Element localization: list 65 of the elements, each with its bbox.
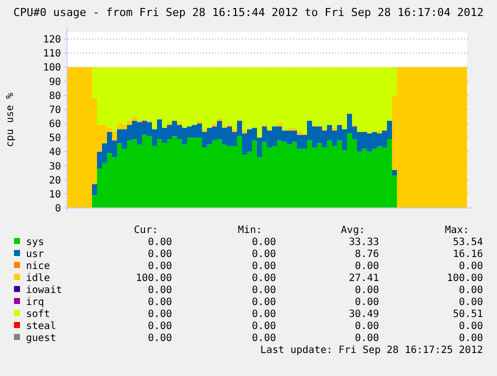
text: 0.00 (252, 273, 276, 284)
text: 0.00 (252, 309, 276, 320)
legend-label: irq (26, 297, 44, 308)
y-tick-label: 70 (48, 104, 61, 116)
text: 8.76 (354, 249, 379, 260)
text: 33.33 (348, 237, 379, 248)
legend-label: sys (26, 237, 44, 248)
y-axis-title: cpu use % (5, 92, 16, 148)
y-tick-label: 110 (42, 48, 61, 60)
text: 0.00 (252, 237, 276, 248)
text: Avg: (340, 225, 365, 236)
text: 0.00 (148, 321, 172, 332)
legend-label: guest (26, 333, 56, 344)
text: 0.00 (252, 333, 276, 344)
text: 27.41 (348, 273, 379, 284)
y-tick-label: 120 (42, 34, 61, 46)
text: 0.00 (354, 321, 379, 332)
text: 0.00 (252, 321, 276, 332)
text: 0.00 (458, 321, 483, 332)
text: 0.00 (252, 261, 276, 272)
text: 100.00 (446, 273, 483, 284)
y-tick-label: 50 (48, 133, 61, 144)
text: 0.00 (458, 261, 483, 272)
y-tick-label: 80 (48, 90, 61, 102)
text: 0.00 (148, 249, 172, 260)
text: Min: (238, 225, 262, 236)
text: 0.00 (148, 285, 172, 296)
legend-label: nice (26, 261, 50, 272)
text: 0.00 (458, 285, 483, 296)
text: 0.00 (148, 309, 172, 320)
y-tick-label: 100 (42, 62, 61, 74)
text: 0.00 (252, 285, 276, 296)
text: 0.00 (458, 297, 483, 308)
y-tick-label: 60 (48, 119, 61, 130)
text: 50.51 (452, 309, 483, 320)
text: 0.00 (252, 249, 276, 260)
y-tick-label: 30 (48, 161, 61, 172)
text: 0.00 (354, 285, 379, 296)
text: 0.00 (354, 333, 379, 344)
y-tick-label: 10 (48, 189, 61, 200)
text: 0.00 (148, 297, 172, 308)
y-tick-label: 40 (48, 147, 61, 158)
text: 100.00 (136, 273, 172, 284)
text: 16.16 (452, 249, 483, 260)
legend-label: soft (26, 309, 50, 320)
text: Cur: (134, 225, 158, 236)
text: Max: (444, 225, 469, 236)
text: 0.00 (354, 261, 379, 272)
legend-label: usr (26, 249, 44, 260)
legend-label: steal (26, 321, 56, 332)
legend-label: idle (26, 273, 50, 284)
text: Last update: Fri Sep 28 16:17:25 2012 (260, 345, 483, 356)
text: 30.49 (348, 309, 379, 320)
y-tick-label: 90 (48, 76, 61, 88)
chart-title: CPU#0 usage - from Fri Sep 28 16:15:44 2012 to Fri Sep 28 16:17:04 2012 (13, 6, 484, 19)
text: 0.00 (354, 297, 379, 308)
text: 0.00 (252, 297, 276, 308)
legend-label: iowait (26, 285, 62, 296)
text: 0.00 (458, 333, 483, 344)
y-tick-label: 20 (48, 175, 61, 186)
y-tick-label: 0 (54, 204, 61, 214)
text: 0.00 (148, 261, 172, 272)
text: 53.54 (452, 237, 483, 248)
text: 0.00 (148, 333, 172, 344)
text: 0.00 (148, 237, 172, 248)
